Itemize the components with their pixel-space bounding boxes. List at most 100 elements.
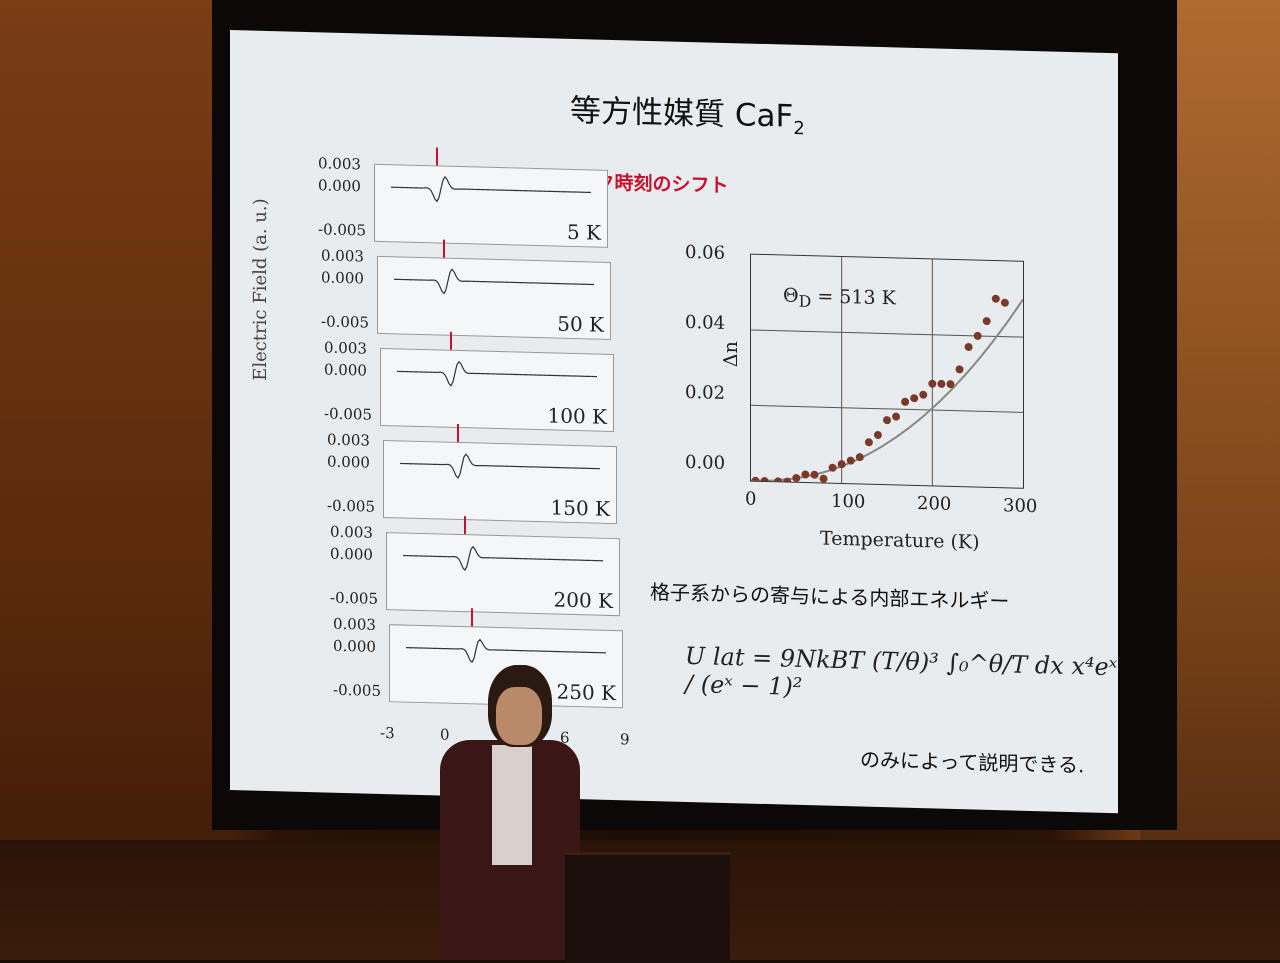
slide-title-subscript: 2	[793, 117, 805, 140]
data-point	[846, 456, 855, 465]
data-point	[1000, 298, 1009, 307]
waveform-ytick: 0.003	[318, 154, 361, 174]
waveform-ytick: 0.003	[330, 522, 373, 542]
waveform-trace	[397, 360, 597, 387]
waveform-trace	[400, 453, 600, 479]
peak-arrow	[457, 423, 459, 442]
data-point	[864, 438, 873, 447]
waveform-temperature: 150 K	[550, 495, 610, 521]
waveform-ytick: 0.000	[324, 360, 367, 380]
waveform-trace	[391, 175, 591, 203]
peak-arrow	[464, 516, 466, 535]
waveform-ytick: 0.000	[330, 544, 373, 564]
theta-d-value: = 513 K	[811, 285, 896, 310]
data-point	[837, 460, 846, 469]
data-point	[828, 463, 837, 472]
data-point	[892, 412, 901, 421]
slide-title: 等方性媒質 CaF2	[570, 85, 805, 139]
data-point	[901, 397, 910, 406]
waveform-panel: 150 K	[383, 440, 617, 525]
waveform-ytick: -0.005	[321, 312, 370, 332]
data-point	[946, 380, 955, 389]
data-point	[982, 317, 991, 326]
plot-ytick: 0.04	[685, 311, 726, 334]
data-point	[991, 294, 1000, 303]
theta-d-subscript: D	[798, 291, 812, 312]
grid-line	[751, 404, 1023, 413]
data-point	[883, 416, 891, 425]
waveform-ytick: 0.000	[318, 176, 361, 196]
waveform-panel: 250 K	[389, 624, 623, 709]
data-point	[760, 476, 769, 486]
plot-ytick: 0.02	[685, 381, 726, 404]
waveform-ytick: -0.005	[327, 496, 376, 516]
data-point	[919, 390, 928, 399]
waveform-ytick: -0.005	[333, 680, 382, 700]
plot-xtick: 300	[1003, 495, 1038, 518]
data-point	[910, 394, 919, 403]
speaker-face	[496, 687, 542, 745]
waveform-ytick: 0.000	[327, 452, 370, 472]
time-tick: -3	[380, 723, 395, 743]
speaker-shirt	[492, 745, 532, 865]
data-point	[819, 474, 828, 483]
data-point	[801, 470, 810, 479]
data-point	[955, 365, 964, 374]
data-point	[937, 379, 946, 388]
waveform-ytick: 0.003	[321, 246, 364, 266]
data-point	[964, 342, 973, 351]
peak-arrow	[450, 331, 452, 350]
projected-slide: 等方性媒質 CaF2 ↓ 電場波形のピーク時刻のシフト Electric Fie…	[230, 30, 1118, 814]
energy-caption: 格子系からの寄与による内部エネルギー	[650, 579, 1010, 614]
slide-title-text: 等方性媒質 CaF	[570, 92, 794, 135]
plot-xtick: 100	[831, 490, 866, 513]
data-point	[751, 476, 760, 485]
time-tick: 9	[620, 730, 630, 749]
waveform-trace	[394, 268, 594, 295]
waveform-temperature: 100 K	[547, 403, 607, 429]
data-point	[928, 379, 937, 388]
data-point	[873, 430, 882, 440]
delta-n-scatter	[751, 257, 1024, 486]
waveform-ytick: 0.003	[333, 614, 376, 634]
fit-curve	[751, 298, 1024, 482]
peak-arrow	[471, 608, 473, 627]
peak-arrow	[443, 239, 445, 258]
waveform-ytick: 0.003	[324, 338, 367, 358]
electric-field-axis-label: Electric Field (a. u.)	[250, 198, 271, 382]
data-point	[774, 477, 783, 486]
plot-xtick: 200	[917, 492, 952, 515]
lectern	[565, 852, 730, 963]
waveform-panel: 100 K	[380, 347, 614, 433]
waveform-ytick: 0.000	[333, 636, 376, 656]
waveform-trace	[406, 638, 606, 664]
grid-line	[751, 329, 1023, 338]
left-wall	[0, 0, 230, 960]
plot-ylabel: Δn	[719, 340, 742, 368]
waveform-temperature: 200 K	[553, 587, 613, 614]
data-point	[973, 331, 982, 340]
waveform-panel: 200 K	[386, 532, 620, 617]
waveform-ytick: 0.000	[321, 268, 364, 288]
waveform-trace	[403, 545, 603, 572]
delta-n-plot	[750, 253, 1024, 489]
plot-xlabel: Temperature (K)	[820, 527, 980, 554]
data-point	[810, 470, 819, 479]
plot-ytick: 0.00	[685, 451, 726, 474]
waveform-panel: 50 K	[377, 255, 611, 340]
plot-ytick: 0.06	[685, 241, 726, 264]
theta-d-annotation: ΘD = 513 K	[783, 284, 896, 313]
data-point	[855, 453, 864, 462]
plot-xtick: 0	[745, 488, 757, 510]
waveform-ytick: -0.005	[330, 588, 379, 608]
data-point	[792, 474, 801, 483]
waveform-ytick: 0.003	[327, 430, 370, 450]
waveform-ytick: -0.005	[318, 220, 367, 240]
waveform-ytick: -0.005	[324, 404, 373, 424]
waveform-stack: 5 K 0.003 0.000 -0.005 50 K 0.003 0.000 -0.005 1…	[230, 30, 1118, 748]
peak-arrow	[436, 147, 438, 166]
speaker-person	[430, 665, 580, 960]
waveform-temperature: 5 K	[566, 219, 601, 245]
theta-d-symbol: Θ	[783, 284, 799, 307]
waveform-temperature: 50 K	[557, 311, 604, 337]
